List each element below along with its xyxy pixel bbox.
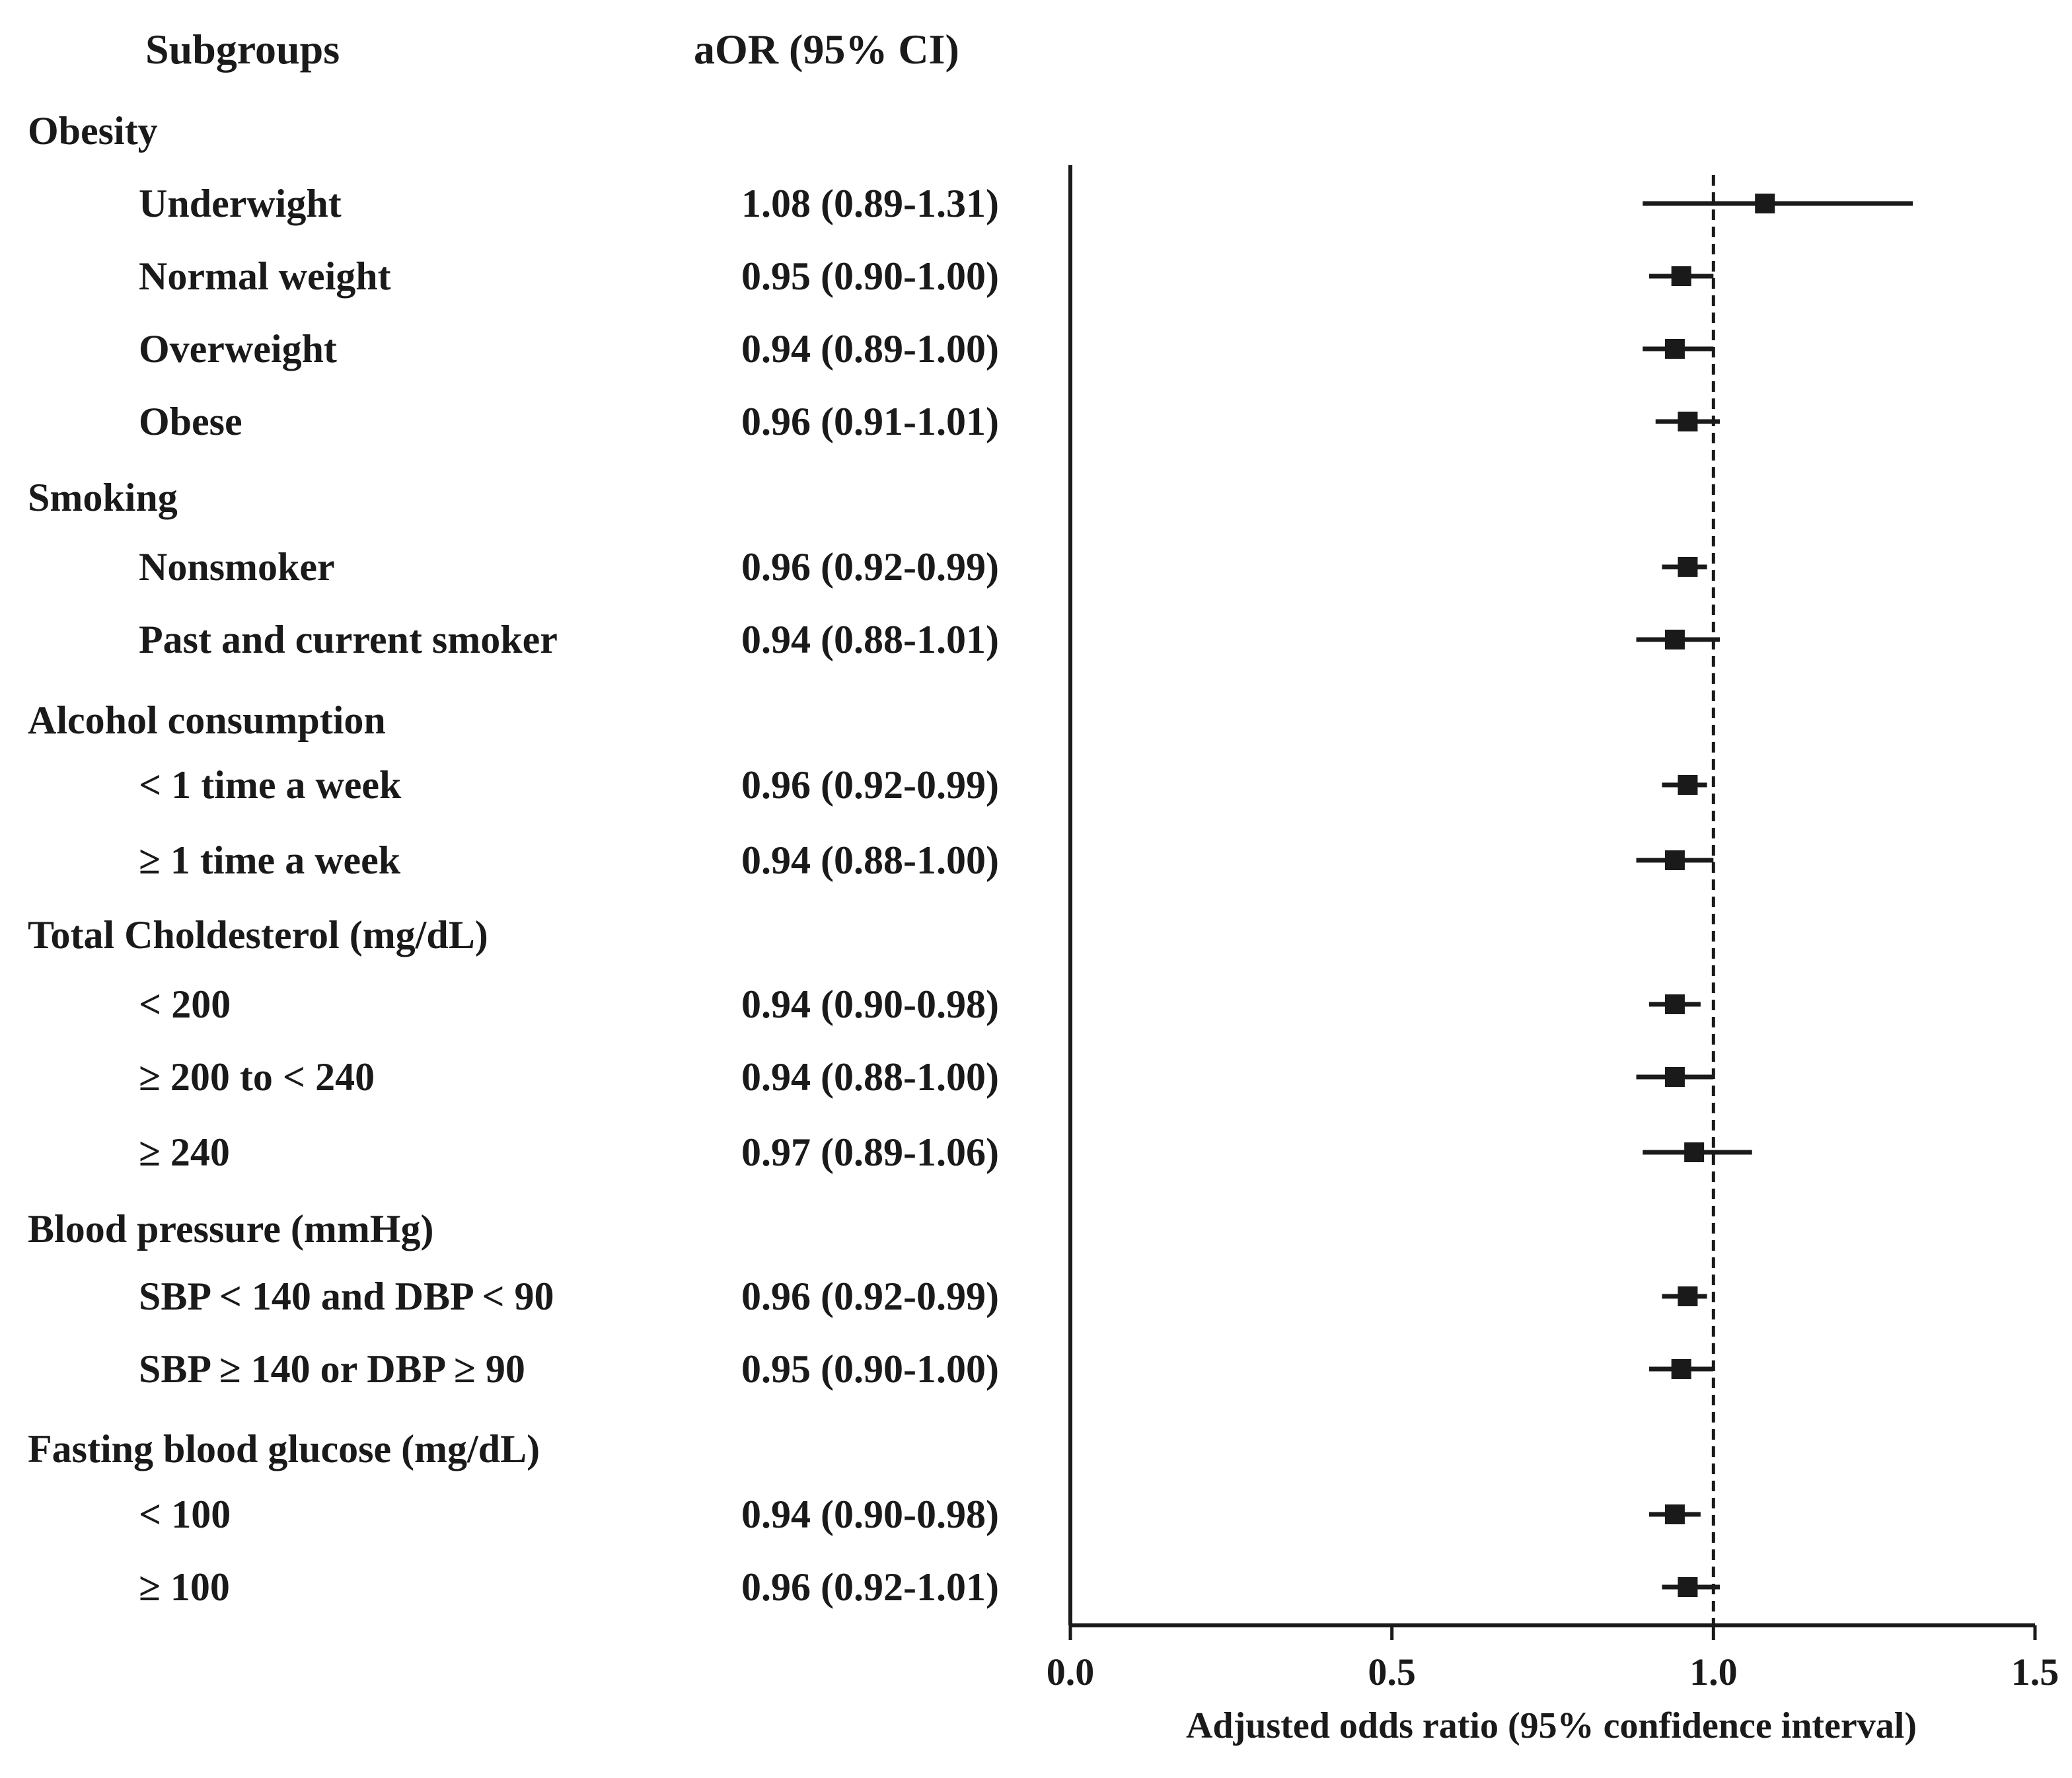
subgroup-label: SBP ≥ 140 or DBP ≥ 90: [139, 1347, 525, 1391]
point-estimate-marker: [1684, 1142, 1705, 1162]
x-tick-label: 0.5: [1368, 1650, 1416, 1693]
point-estimate-marker: [1671, 1359, 1691, 1379]
aor-value: 0.94 (0.88-1.01): [741, 618, 999, 661]
aor-value: 0.94 (0.90-0.98): [741, 982, 999, 1026]
plot-axes: 0.0 0.5 1.0 1.5: [1047, 165, 2059, 1693]
point-estimate-marker: [1664, 1067, 1685, 1087]
point-estimate-marker: [1678, 557, 1698, 577]
aor-value: 0.95 (0.90-1.00): [741, 1347, 999, 1391]
group-label: Blood pressure (mmHg): [28, 1207, 433, 1251]
point-estimate-marker: [1664, 630, 1685, 649]
point-estimate-marker: [1664, 1504, 1685, 1524]
x-tick-label: 1.5: [2011, 1650, 2059, 1693]
aor-value: 0.94 (0.90-0.98): [741, 1493, 999, 1536]
aor-value: 0.95 (0.90-1.00): [741, 254, 999, 298]
subgroup-label: < 1 time a week: [139, 763, 402, 807]
group-label: Alcohol consumption: [28, 698, 386, 742]
subgroup-label: Normal weight: [139, 254, 391, 298]
aor-header: aOR (95% CI): [694, 26, 959, 73]
subgroup-label: < 100: [139, 1493, 231, 1536]
point-estimate-marker: [1678, 412, 1698, 431]
point-estimate-marker: [1664, 339, 1685, 359]
subgroup-label: Underwight: [139, 182, 342, 225]
point-estimate-marker: [1678, 1577, 1698, 1597]
aor-value: 1.08 (0.89-1.31): [741, 182, 999, 225]
subgroup-label: ≥ 200 to < 240: [139, 1055, 375, 1099]
subgroup-label: ≥ 100: [139, 1565, 230, 1609]
aor-value: 0.96 (0.92-0.99): [741, 763, 999, 807]
point-estimate-marker: [1664, 850, 1685, 870]
subgroup-label: Overweight: [139, 327, 337, 371]
group-label: Fasting blood glucose (mg/dL): [28, 1427, 540, 1471]
aor-value: 0.96 (0.91-1.01): [741, 400, 999, 443]
x-axis-label: Adjusted odds ratio (95% confidence inte…: [1186, 1705, 1917, 1746]
forest-rows: Obesity Underwight 1.08 (0.89-1.31) Normal …: [28, 109, 1913, 1609]
point-estimate-marker: [1755, 194, 1775, 213]
subgroup-label: SBP < 140 and DBP < 90: [139, 1275, 554, 1318]
aor-value: 0.97 (0.89-1.06): [741, 1130, 999, 1174]
aor-value: 0.94 (0.88-1.00): [741, 1055, 999, 1099]
group-label: Obesity: [28, 109, 158, 153]
aor-value: 0.94 (0.89-1.00): [741, 327, 999, 371]
subgroup-label: Past and current smoker: [139, 618, 558, 661]
subgroup-label: < 200: [139, 982, 231, 1026]
subgroups-header: Subgroups: [145, 26, 340, 73]
subgroup-label: ≥ 240: [139, 1130, 230, 1174]
x-tick-label: 0.0: [1047, 1650, 1095, 1693]
x-tick-label: 1.0: [1689, 1650, 1738, 1693]
aor-value: 0.96 (0.92-0.99): [741, 545, 999, 589]
subgroup-label: Nonsmoker: [139, 545, 335, 589]
point-estimate-marker: [1678, 775, 1698, 795]
point-estimate-marker: [1678, 1286, 1698, 1306]
aor-value: 0.96 (0.92-1.01): [741, 1565, 999, 1609]
subgroup-label: Obese: [139, 400, 242, 443]
group-label: Total Choldesterol (mg/dL): [28, 913, 488, 957]
point-estimate-marker: [1671, 266, 1691, 286]
aor-value: 0.96 (0.92-0.99): [741, 1275, 999, 1318]
aor-value: 0.94 (0.88-1.00): [741, 838, 999, 882]
point-estimate-marker: [1664, 994, 1685, 1014]
subgroup-label: ≥ 1 time a week: [139, 838, 401, 882]
group-label: Smoking: [28, 476, 178, 519]
